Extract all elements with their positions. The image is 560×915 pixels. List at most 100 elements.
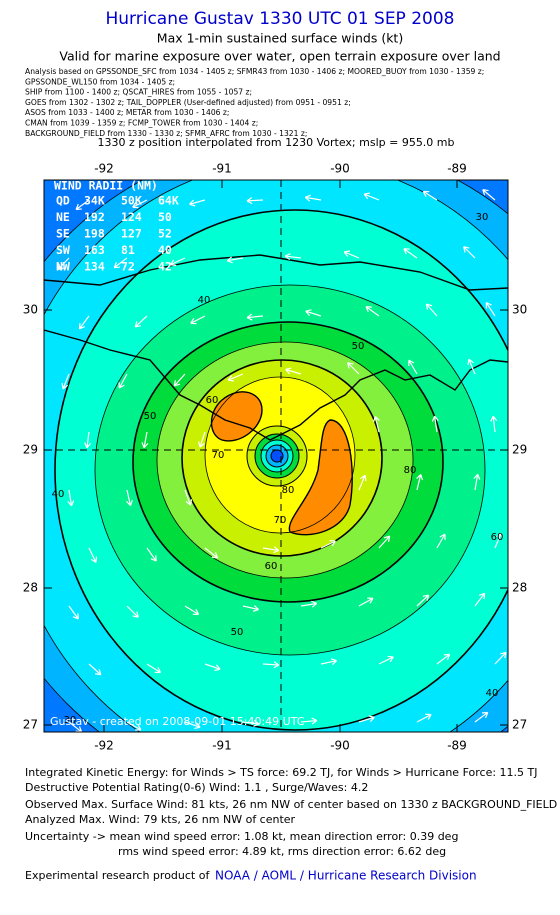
wind-arrow [134, 315, 148, 328]
credit-link[interactable]: NOAA / AOML / Hurricane Research Divisio… [215, 869, 477, 883]
wind-arrow [78, 315, 90, 330]
wind-arrow [88, 547, 98, 563]
wind-arrow [416, 713, 432, 723]
analysis-line: GOES from 1302 - 1302 z; TAIL_DOPPLER (U… [25, 98, 351, 107]
radii-cell: 40 [158, 243, 172, 257]
wind-arrow [320, 539, 336, 549]
footer-line: Destructive Potential Rating(0-6) Wind: … [25, 781, 368, 794]
validity: Valid for marine exposure over water, op… [59, 49, 500, 64]
footer-line: Uncertainty -> mean wind speed error: 1.… [25, 830, 458, 843]
lon-label: -92 [94, 739, 114, 753]
contour-label: 70 [274, 515, 287, 526]
radii-title: WIND RADII (NM) [54, 179, 158, 193]
radii-cell: 163 [84, 243, 105, 257]
wind-vectors [57, 189, 507, 732]
wind-arrow [57, 257, 70, 271]
wind-arrow [473, 473, 481, 491]
wind-arrow [422, 190, 438, 201]
footer-line: rms wind speed error: 4.89 kt, rms direc… [118, 845, 446, 858]
wind-arrow [485, 302, 496, 317]
wind-arrow [68, 605, 79, 620]
wind-arrow [88, 663, 102, 676]
analysis-line: BACKGROUND_FIELD from 1330 - 1330 z; SFM… [25, 129, 307, 138]
wind-arrow [365, 305, 380, 317]
radii-cell: 198 [84, 227, 105, 241]
wind-arrow [320, 658, 338, 666]
credit-prefix: Experimental research product of [25, 869, 210, 882]
wind-arrow [284, 253, 302, 261]
contour-label: 70 [212, 450, 225, 461]
map-credit: Gustav - created on 2008-09-01 15:40:49 … [50, 715, 305, 728]
contour-label: 40 [52, 489, 65, 500]
analysis-line: Analysis based on GPSSONDE_SFC from 1034… [25, 67, 484, 76]
wind-arrow [84, 431, 92, 449]
wind-arrow [242, 719, 260, 727]
coastline [44, 254, 508, 441]
wind-arrow [113, 257, 128, 269]
lat-label: 29 [512, 443, 527, 457]
analysis-line: SHIP from 1100 - 1400 z; QSCAT_HIRES fro… [25, 88, 252, 97]
wind-arrow [146, 547, 157, 562]
lat-label: 28 [512, 581, 527, 595]
radii-cell: 81 [121, 243, 135, 257]
wind-arrow [300, 717, 318, 725]
wind-arrow [169, 257, 186, 266]
max-wind-area [210, 391, 263, 442]
lon-label: -89 [447, 739, 467, 753]
radii-cell: 134 [84, 260, 105, 274]
contour-label: 50 [352, 341, 365, 352]
wind-field [44, 180, 508, 732]
radii-cell: 50 [158, 210, 172, 224]
wind-arrow [285, 367, 302, 375]
map-frame [43, 179, 509, 733]
wind-arrow [198, 431, 206, 448]
wind-arrow [482, 189, 496, 201]
wind-arrow [431, 415, 439, 433]
footer-line: Analyzed Max. Wind: 79 kts, 26 nm NW of … [25, 813, 296, 826]
wind-arrow [403, 248, 418, 259]
radii-cell: NW [56, 260, 70, 274]
wind-arrow [494, 651, 507, 665]
lon-label: -90 [330, 162, 350, 176]
wind-arrow [126, 489, 133, 507]
wind-arrow [184, 721, 201, 730]
wind-arrow [467, 358, 476, 375]
wind-arrow [173, 373, 186, 387]
wind-arrow [132, 199, 148, 209]
lon-label: -91 [212, 162, 232, 176]
contour-label: 50 [231, 627, 244, 638]
wind-arrow [436, 533, 446, 549]
wind-arrow [416, 474, 424, 491]
wind-arrow [190, 315, 206, 325]
title: Hurricane Gustav 1330 UTC 01 SEP 2008 [106, 9, 455, 29]
wind-arrow [262, 546, 280, 554]
radii-cell: 192 [84, 210, 105, 224]
wind-arrow [118, 373, 128, 389]
contour-label: 50 [144, 411, 157, 422]
radii-cell: 72 [121, 260, 135, 274]
wind-arrow [246, 313, 264, 321]
wind-arrow [378, 655, 394, 665]
wind-arrow [300, 600, 318, 608]
analysis-line: CMAN from 1039 - 1359 z; FCMP_TOWER from… [25, 119, 258, 128]
wind-arrow [146, 663, 162, 674]
contour-label: 80 [282, 485, 295, 496]
wind-arrow [358, 597, 374, 607]
contour-label: 80 [404, 465, 417, 476]
analysis-line: ASOS from 1033 - 1400 z; METAR from 1030… [25, 108, 229, 117]
radii-cell: 52 [158, 227, 172, 241]
wind-arrow [343, 250, 360, 259]
contour-label: 40 [198, 295, 211, 306]
radii-cell: 50K [121, 194, 142, 208]
lat-label: 27 [512, 718, 527, 732]
wind-arrow [378, 535, 391, 549]
radii-cell: QD [56, 194, 70, 208]
wind-arrow [262, 661, 280, 669]
lon-label: -92 [94, 162, 114, 176]
subtitle: Max 1-min sustained surface winds (kt) [157, 31, 403, 46]
wind-arrow [184, 605, 200, 615]
wind-arrow [474, 711, 489, 723]
wind-arrow [408, 359, 418, 375]
